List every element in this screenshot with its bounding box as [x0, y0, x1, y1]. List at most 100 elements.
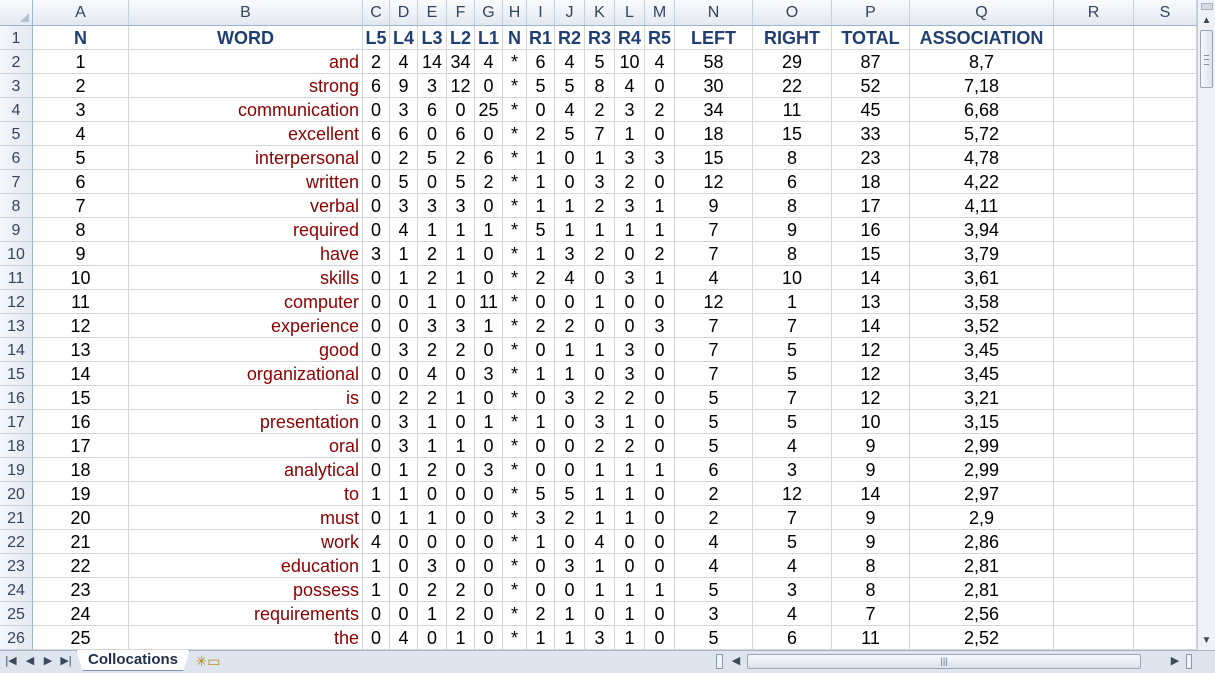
data-cell[interactable]: 0: [475, 338, 503, 362]
data-cell[interactable]: 6: [527, 50, 555, 74]
data-cell[interactable]: *: [503, 146, 527, 170]
data-cell[interactable]: 6: [418, 98, 447, 122]
data-cell[interactable]: *: [503, 506, 527, 530]
data-cell[interactable]: 6: [390, 122, 418, 146]
data-cell[interactable]: 0: [363, 98, 390, 122]
data-cell[interactable]: 14: [832, 266, 910, 290]
column-header-m[interactable]: M: [645, 0, 675, 25]
data-cell[interactable]: 22: [33, 554, 129, 578]
data-cell[interactable]: 3,45: [910, 362, 1054, 386]
data-cell[interactable]: 0: [475, 530, 503, 554]
data-cell[interactable]: 4: [555, 98, 585, 122]
row-header[interactable]: 18: [0, 434, 33, 458]
vertical-scroll-thumb[interactable]: [1200, 30, 1213, 88]
data-cell[interactable]: 2: [418, 242, 447, 266]
data-cell[interactable]: 5: [753, 410, 832, 434]
data-cell[interactable]: [1054, 122, 1134, 146]
data-cell[interactable]: 1: [555, 218, 585, 242]
column-title-cell[interactable]: R1: [527, 26, 555, 50]
column-header-a[interactable]: A: [33, 0, 129, 25]
data-cell[interactable]: 3: [555, 242, 585, 266]
data-cell[interactable]: 1: [527, 410, 555, 434]
data-cell[interactable]: 0: [585, 362, 615, 386]
data-cell[interactable]: 0: [447, 410, 475, 434]
column-title-cell[interactable]: [1054, 26, 1134, 50]
data-cell[interactable]: [1054, 506, 1134, 530]
data-cell[interactable]: 0: [475, 386, 503, 410]
data-cell[interactable]: 1: [645, 266, 675, 290]
data-cell[interactable]: 1: [615, 506, 645, 530]
data-cell[interactable]: 9: [832, 506, 910, 530]
data-cell[interactable]: 3: [615, 194, 645, 218]
data-cell[interactable]: 0: [527, 458, 555, 482]
column-header-g[interactable]: G: [475, 0, 503, 25]
data-cell[interactable]: 3: [615, 266, 645, 290]
data-cell[interactable]: 2: [675, 482, 753, 506]
data-cell[interactable]: 1: [645, 218, 675, 242]
data-cell[interactable]: 7: [675, 338, 753, 362]
word-cell[interactable]: is: [129, 386, 363, 410]
data-cell[interactable]: 3: [390, 410, 418, 434]
data-cell[interactable]: 1: [418, 506, 447, 530]
data-cell[interactable]: *: [503, 578, 527, 602]
column-header-f[interactable]: F: [447, 0, 475, 25]
data-cell[interactable]: 0: [390, 578, 418, 602]
data-cell[interactable]: 0: [447, 530, 475, 554]
data-cell[interactable]: 0: [363, 386, 390, 410]
data-cell[interactable]: 4: [753, 554, 832, 578]
data-cell[interactable]: 1: [447, 266, 475, 290]
row-header[interactable]: 5: [0, 122, 33, 146]
data-cell[interactable]: 7,18: [910, 74, 1054, 98]
data-cell[interactable]: [1134, 74, 1197, 98]
horizontal-scroll-thumb[interactable]: |||: [747, 654, 1141, 669]
data-cell[interactable]: 5: [675, 578, 753, 602]
data-cell[interactable]: [1054, 218, 1134, 242]
data-cell[interactable]: 1: [527, 530, 555, 554]
data-cell[interactable]: 0: [615, 530, 645, 554]
data-cell[interactable]: 2: [555, 314, 585, 338]
data-cell[interactable]: 3: [615, 98, 645, 122]
row-header[interactable]: 21: [0, 506, 33, 530]
data-cell[interactable]: [1054, 626, 1134, 650]
data-cell[interactable]: 0: [447, 458, 475, 482]
data-cell[interactable]: [1054, 338, 1134, 362]
data-cell[interactable]: 0: [527, 290, 555, 314]
data-cell[interactable]: 0: [527, 98, 555, 122]
data-cell[interactable]: 0: [418, 122, 447, 146]
column-title-cell[interactable]: R5: [645, 26, 675, 50]
data-cell[interactable]: *: [503, 314, 527, 338]
data-cell[interactable]: 5: [675, 434, 753, 458]
data-cell[interactable]: 1: [615, 626, 645, 650]
column-header-l[interactable]: L: [615, 0, 645, 25]
data-cell[interactable]: *: [503, 434, 527, 458]
data-cell[interactable]: 8: [585, 74, 615, 98]
data-cell[interactable]: 0: [585, 266, 615, 290]
data-cell[interactable]: 20: [33, 506, 129, 530]
data-cell[interactable]: 0: [363, 362, 390, 386]
data-cell[interactable]: 5: [527, 218, 555, 242]
data-cell[interactable]: 2: [527, 314, 555, 338]
data-cell[interactable]: 3,79: [910, 242, 1054, 266]
data-cell[interactable]: 8: [33, 218, 129, 242]
data-cell[interactable]: 0: [447, 554, 475, 578]
data-cell[interactable]: 0: [645, 626, 675, 650]
next-sheet-icon[interactable]: ▶: [43, 655, 53, 667]
data-cell[interactable]: *: [503, 362, 527, 386]
data-cell[interactable]: 9: [753, 218, 832, 242]
data-cell[interactable]: 16: [832, 218, 910, 242]
data-cell[interactable]: 16: [33, 410, 129, 434]
data-cell[interactable]: 9: [33, 242, 129, 266]
data-cell[interactable]: 1: [585, 482, 615, 506]
data-cell[interactable]: 11: [832, 626, 910, 650]
data-cell[interactable]: 4: [390, 50, 418, 74]
data-cell[interactable]: 7: [585, 122, 615, 146]
data-cell[interactable]: [1054, 242, 1134, 266]
data-cell[interactable]: [1054, 146, 1134, 170]
data-cell[interactable]: 2: [527, 122, 555, 146]
vertical-scrollbar[interactable]: ▲ ▼: [1197, 0, 1215, 650]
data-cell[interactable]: 10: [615, 50, 645, 74]
data-cell[interactable]: 4,22: [910, 170, 1054, 194]
data-cell[interactable]: 0: [475, 194, 503, 218]
data-cell[interactable]: *: [503, 74, 527, 98]
data-cell[interactable]: 0: [363, 194, 390, 218]
